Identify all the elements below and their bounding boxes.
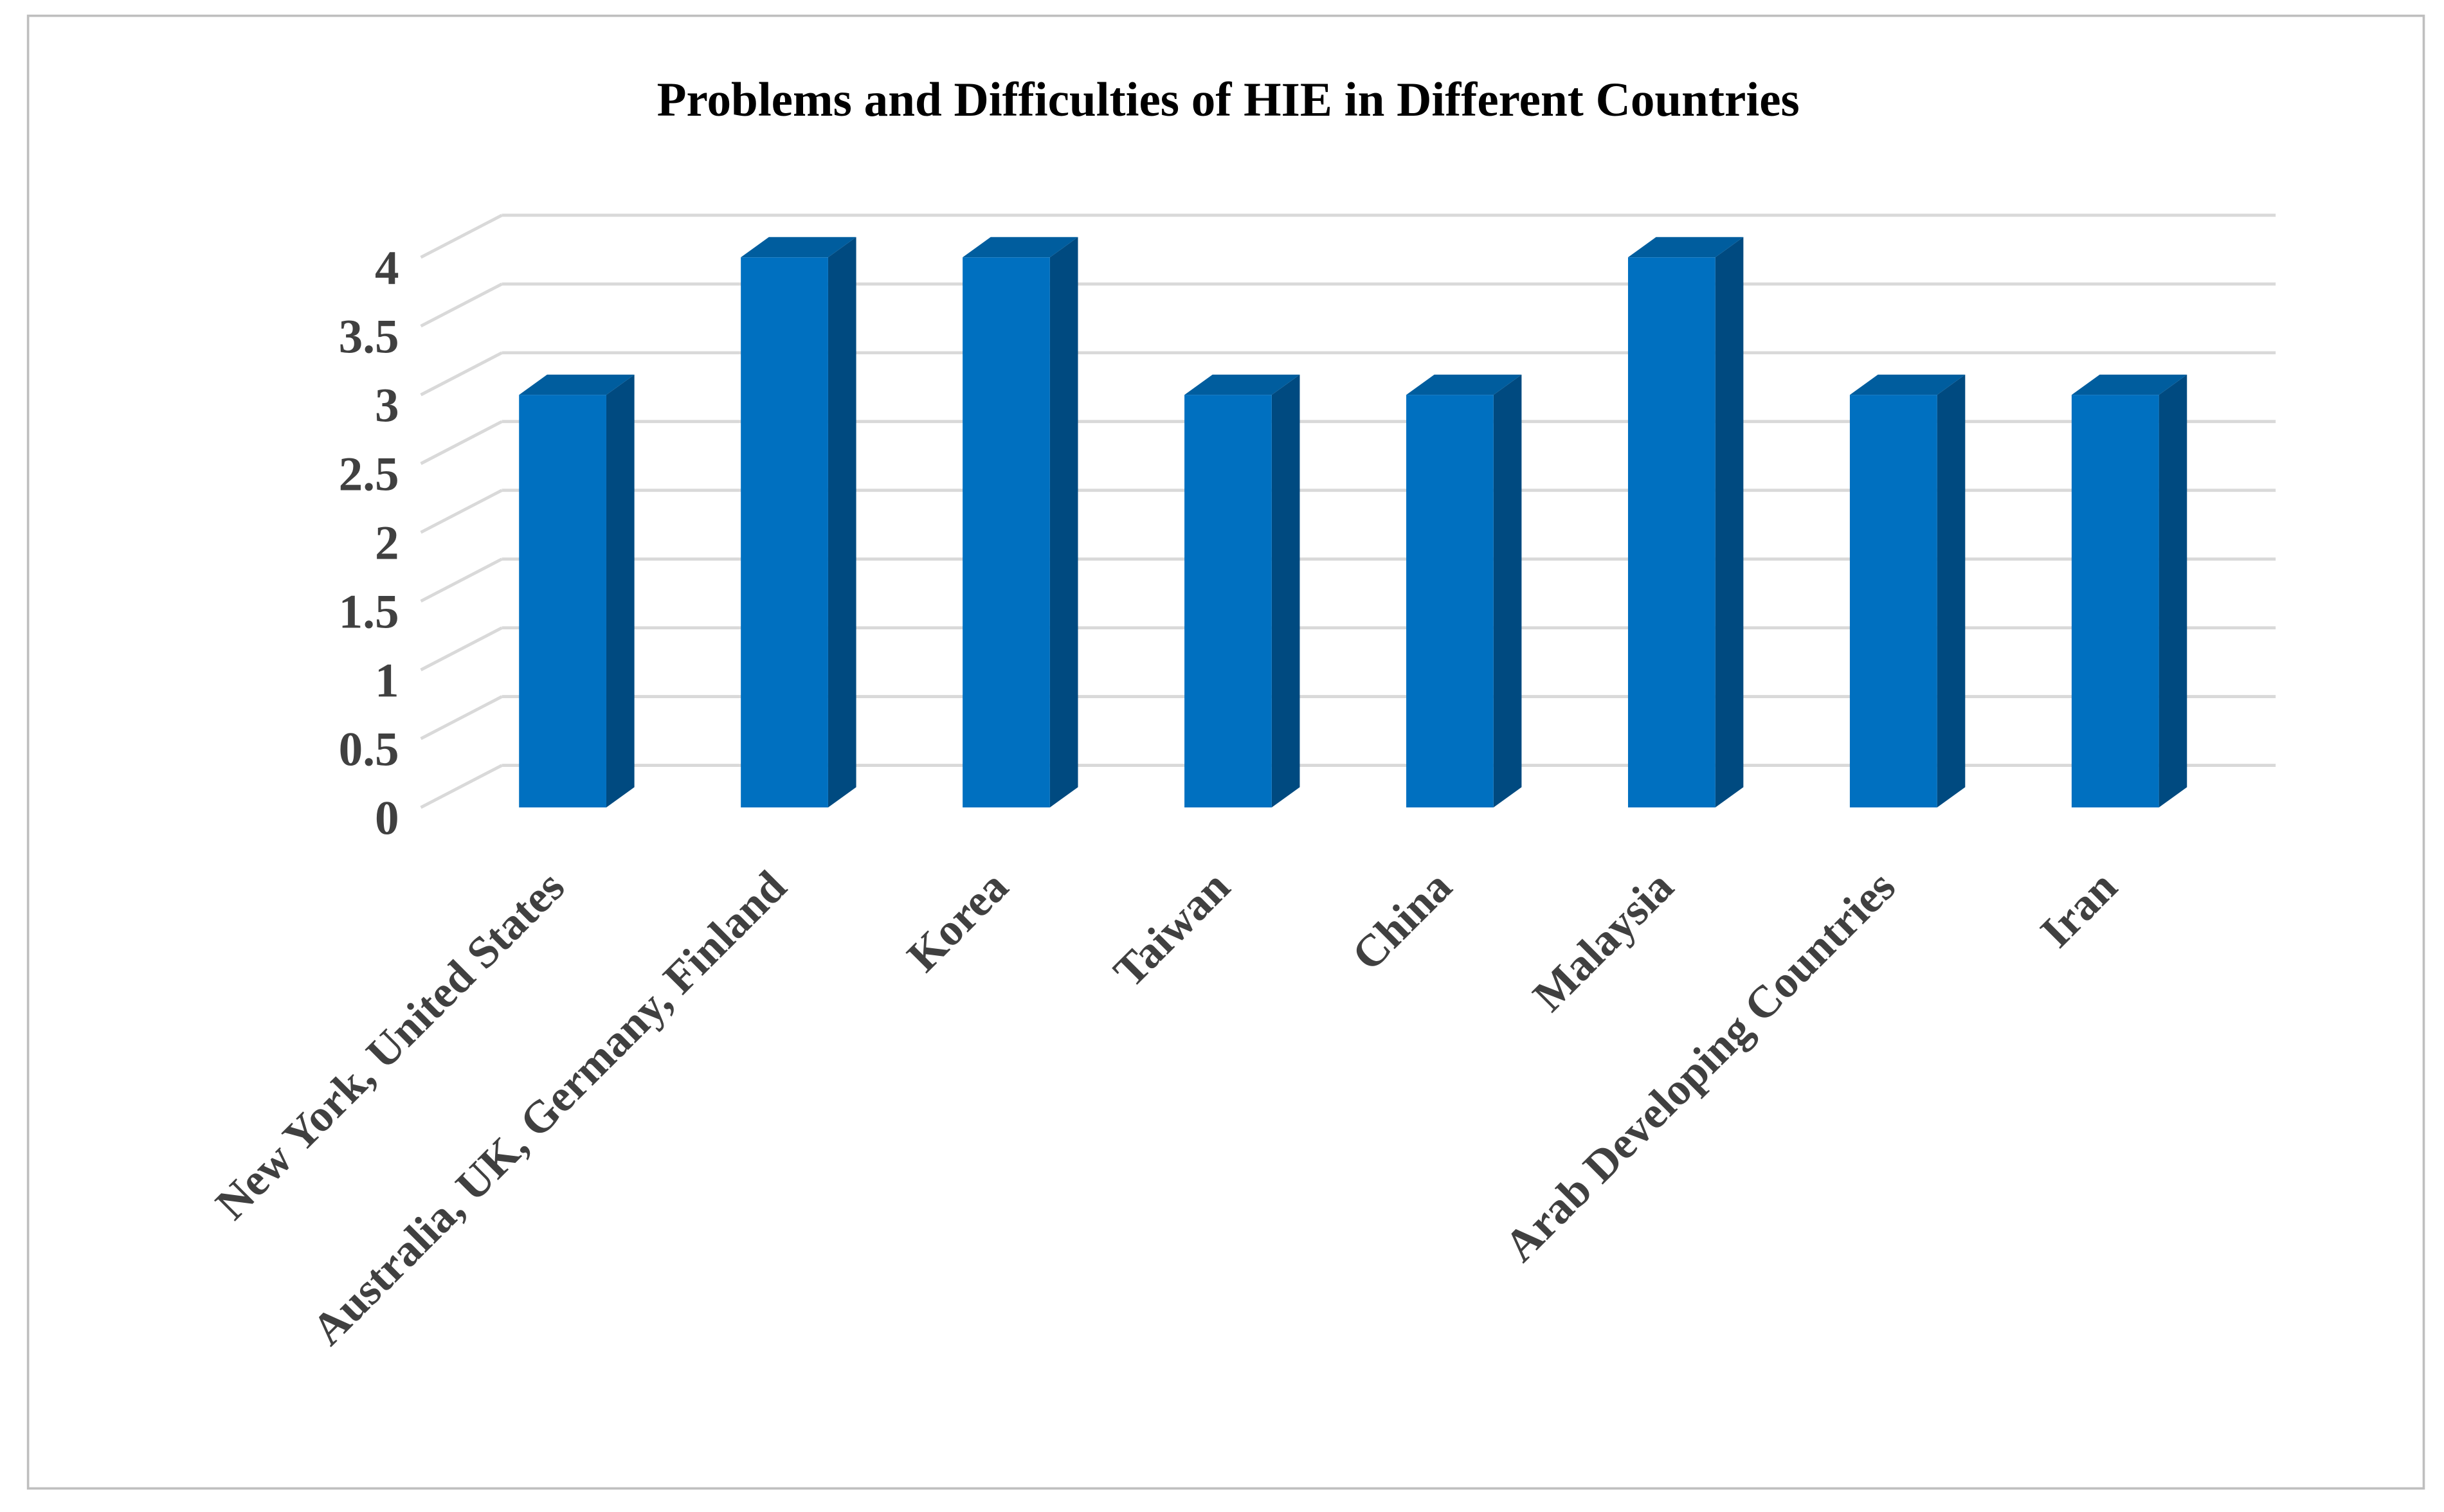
y-tick-label: 3.5 <box>339 310 399 364</box>
bar <box>963 257 1050 807</box>
bar-top <box>963 237 1078 258</box>
bars <box>519 237 2187 807</box>
bar-side <box>828 237 856 807</box>
bar <box>741 257 828 807</box>
grid-line-side <box>420 626 503 672</box>
grid-line-side <box>420 213 503 259</box>
bar-top <box>741 237 856 258</box>
grid-line-side <box>420 282 503 328</box>
grid-line-side <box>420 695 503 741</box>
grid-line-side <box>420 764 503 809</box>
bar-side <box>1493 374 1522 807</box>
y-tick-label: 0 <box>375 791 399 845</box>
bar-side <box>2159 374 2187 807</box>
bar-top <box>519 374 635 395</box>
bar <box>2071 395 2159 807</box>
grid-line-side <box>420 557 503 603</box>
chart-title: Problems and Difficulties of HIE in Diff… <box>657 73 1800 127</box>
bar <box>1184 395 1272 807</box>
bar-top <box>1627 237 1744 258</box>
grid-line-side <box>420 420 503 465</box>
bar <box>1627 257 1715 807</box>
grid-line-side <box>420 351 503 397</box>
y-tick-label: 0.5 <box>339 723 399 777</box>
y-tick-label: 2.5 <box>339 448 399 501</box>
bar <box>1406 395 1494 807</box>
y-tick-label: 1.5 <box>339 586 399 639</box>
y-tick-label: 3 <box>375 379 399 433</box>
bar-top <box>2071 374 2187 395</box>
y-tick-label: 1 <box>375 654 399 708</box>
grid-line-side <box>420 489 503 534</box>
bar-side <box>1049 237 1078 807</box>
y-tick-label: 4 <box>375 242 399 295</box>
bar <box>1849 395 1937 807</box>
bar-side <box>1715 237 1744 807</box>
bar-side <box>1937 374 1966 807</box>
y-tick-label: 2 <box>375 517 399 570</box>
bar <box>519 395 606 807</box>
bar-top <box>1184 374 1300 395</box>
bar-side <box>1271 374 1300 807</box>
bar-side <box>606 374 635 807</box>
bar-top <box>1406 374 1522 395</box>
bar-top <box>1849 374 1966 395</box>
